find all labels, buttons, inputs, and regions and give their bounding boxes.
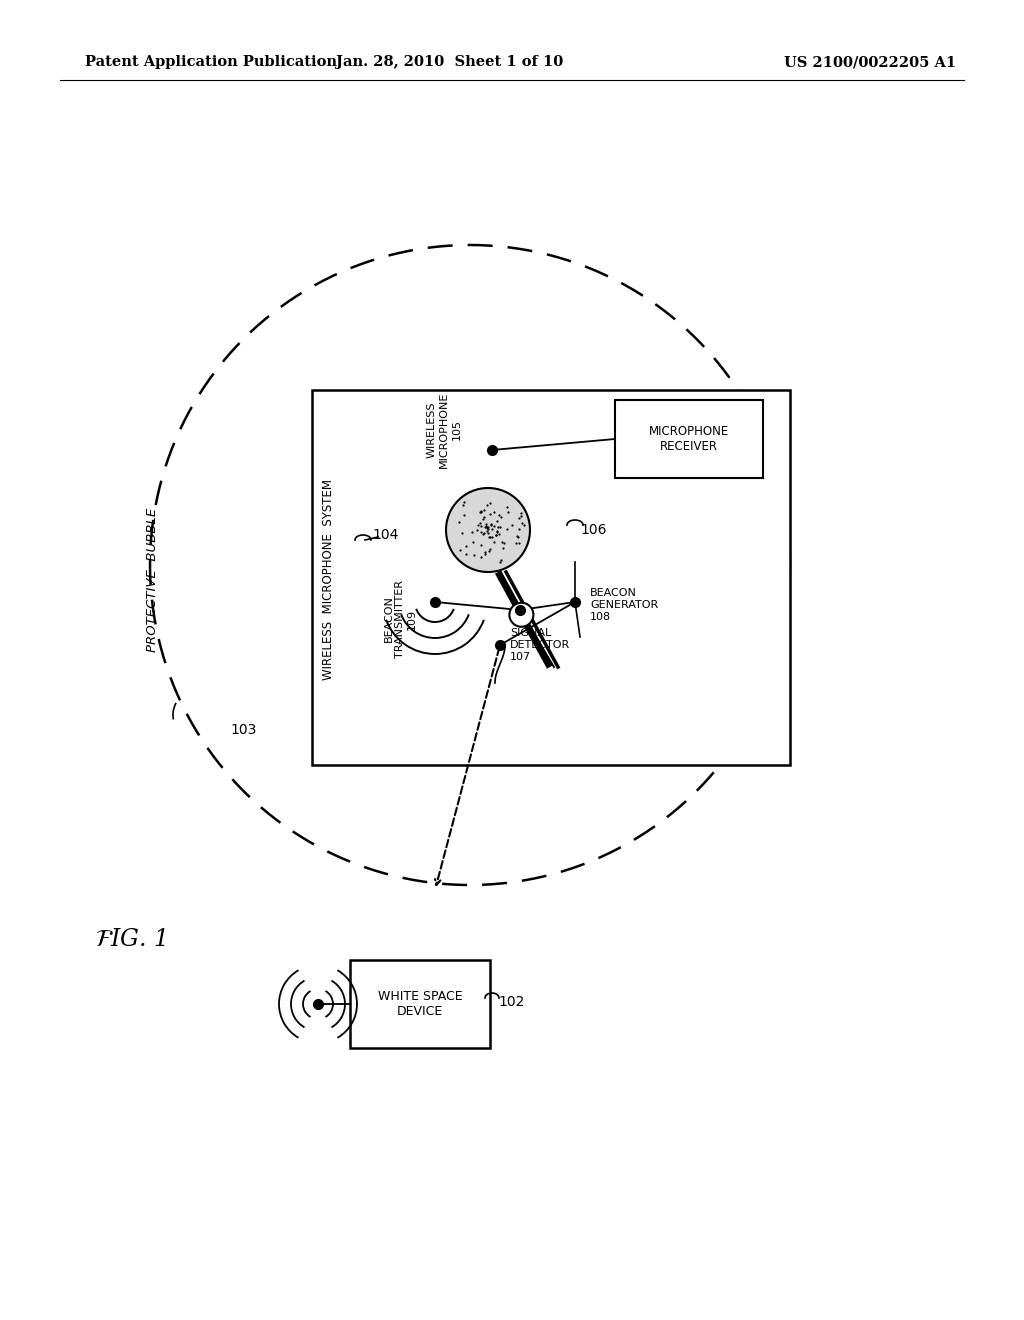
Bar [312,389,790,766]
Circle shape [509,603,534,627]
Text: 103: 103 [230,723,256,737]
Text: SIGNAL
DETECTOR
107: SIGNAL DETECTOR 107 [510,628,570,661]
Text: Jan. 28, 2010  Sheet 1 of 10: Jan. 28, 2010 Sheet 1 of 10 [336,55,563,69]
Text: 106: 106 [580,523,606,537]
Text: PROTECTIVE  BUBBLE: PROTECTIVE BUBBLE [145,508,159,652]
Text: WIRELESS  MICROPHONE  SYSTEM: WIRELESS MICROPHONE SYSTEM [322,479,335,681]
Text: WIRELESS
MICROPHONE
105: WIRELESS MICROPHONE 105 [427,392,462,469]
Text: BEACON
TRANSMITTER
109: BEACON TRANSMITTER 109 [383,579,417,657]
Bar [615,400,763,478]
Text: Patent Application Publication: Patent Application Publication [85,55,337,69]
Text: US 2100/0022205 A1: US 2100/0022205 A1 [784,55,956,69]
Text: 102: 102 [498,995,524,1008]
Text: WHITE SPACE
DEVICE: WHITE SPACE DEVICE [378,990,462,1018]
Text: 104: 104 [372,528,398,543]
Text: BEACON
GENERATOR
108: BEACON GENERATOR 108 [590,589,658,622]
Bar [350,960,490,1048]
Circle shape [446,488,530,572]
Text: $\mathcal{F}$IG. 1: $\mathcal{F}$IG. 1 [95,928,166,952]
Text: MICROPHONE
RECEIVER: MICROPHONE RECEIVER [649,425,729,453]
